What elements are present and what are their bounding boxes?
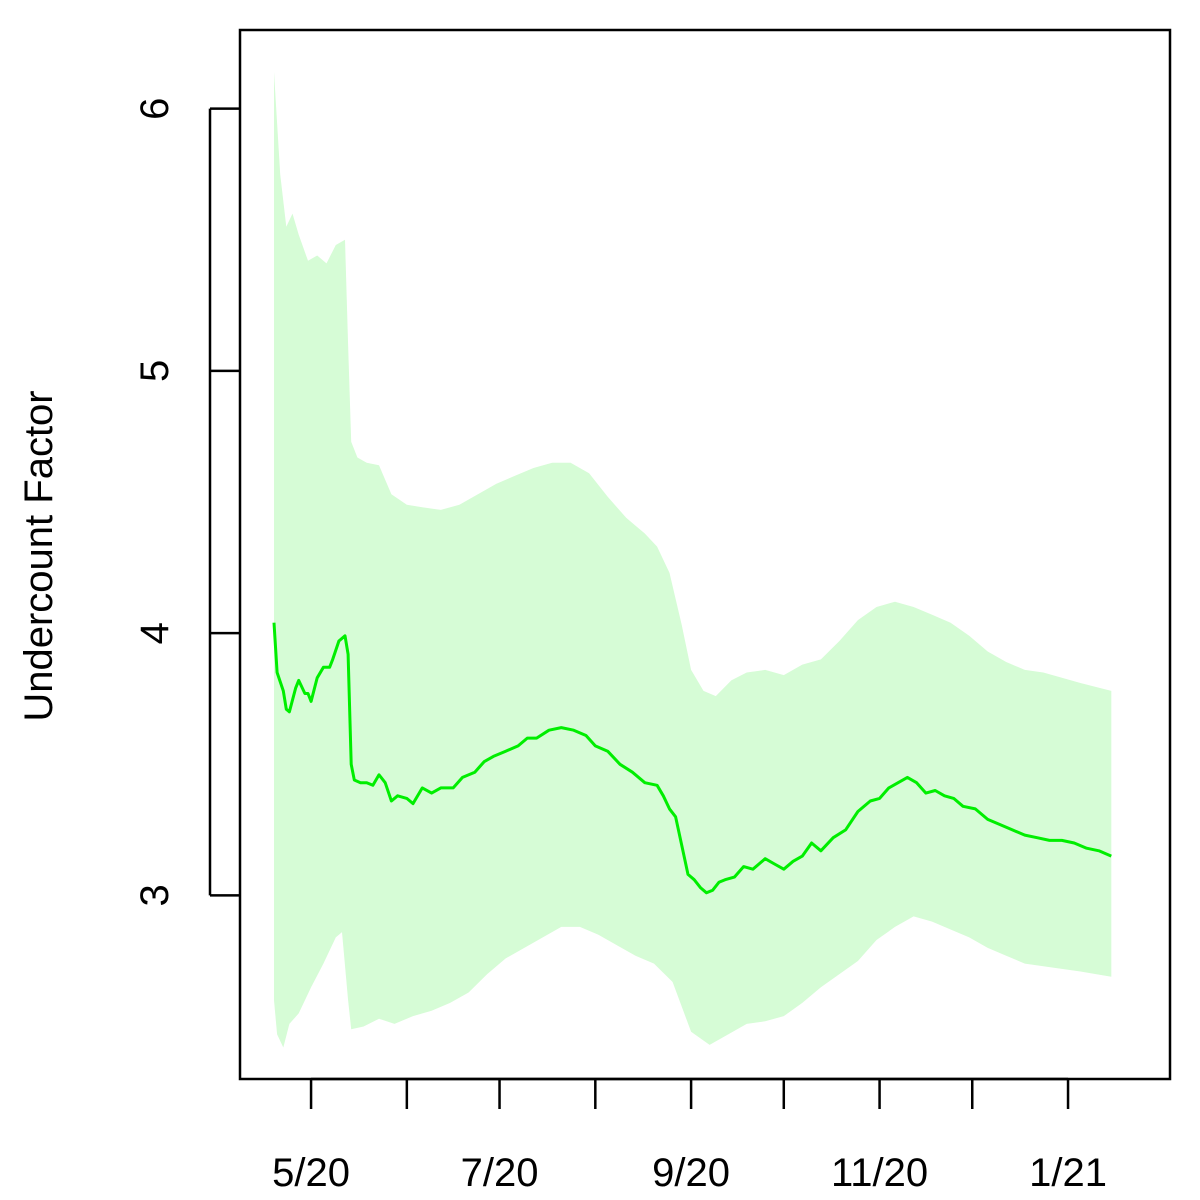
y-axis: 3 4 5 6 (133, 98, 240, 907)
x-tick-label: 5/20 (272, 1151, 350, 1195)
estimate-line-layer (272, 622, 1112, 895)
uncertainty-band (274, 72, 1112, 1048)
estimate-line (272, 622, 1112, 895)
uncertainty-band-layer (274, 72, 1112, 1048)
y-tick-label: 6 (133, 98, 177, 120)
y-tick-label: 4 (133, 622, 177, 644)
x-tick-label: 11/20 (831, 1151, 928, 1195)
y-tick-label: 3 (133, 884, 177, 906)
x-tick-label: 1/21 (1029, 1151, 1107, 1195)
x-tick-label: 7/20 (461, 1151, 539, 1195)
x-tick-label: 9/20 (652, 1151, 730, 1195)
x-axis: 5/20 7/20 9/20 11/20 1/21 (272, 1077, 1107, 1195)
y-axis-title: Undercount Factor (17, 390, 61, 721)
y-tick-label: 5 (133, 360, 177, 382)
